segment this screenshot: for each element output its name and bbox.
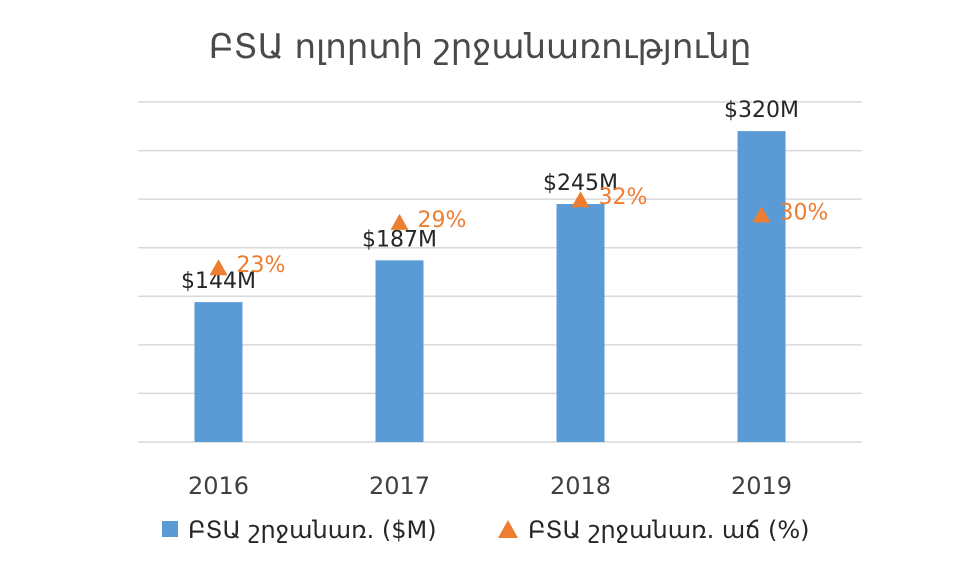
legend-bar-swatch — [162, 521, 178, 537]
bar-data-labels: $144M$187M$245M$320M — [181, 98, 799, 294]
legend: ԲՏԱ շրջանառ. ($M) ԲՏԱ շրջանառ. աճ (%) — [162, 516, 810, 544]
growth-marker-2019 — [752, 206, 771, 223]
x-axis-ticks: 2016 2017 2018 2019 — [188, 472, 792, 500]
growth-marker-2016 — [209, 259, 228, 276]
growth-label-2016: 23% — [237, 253, 286, 278]
growth-label-2017: 29% — [418, 208, 467, 233]
legend-growth-label: ԲՏԱ շրջանառ. աճ (%) — [528, 516, 810, 544]
bar-label-2017: $187M — [362, 227, 437, 252]
growth-marker-2018 — [571, 191, 590, 208]
growth-marker-2017 — [390, 213, 409, 230]
legend-bar-label: ԲՏԱ շրջանառ. ($M) — [188, 516, 437, 544]
bar-series — [194, 131, 786, 442]
bar-2016 — [194, 302, 243, 442]
growth-label-2019: 30% — [780, 200, 829, 225]
bar-label-2019: $320M — [724, 98, 799, 123]
bar-2017 — [375, 260, 424, 442]
bar-2019 — [737, 131, 786, 442]
gridlines — [138, 101, 862, 443]
legend-triangle-swatch — [498, 520, 518, 538]
growth-data-labels: 23% 29% 32% 30% — [237, 185, 829, 278]
x-tick-2016: 2016 — [188, 472, 249, 500]
chart-title: ԲՏԱ ոլորտի շրջանառությունը — [209, 27, 752, 67]
x-tick-2019: 2019 — [731, 472, 792, 500]
growth-markers — [209, 191, 771, 276]
x-tick-2017: 2017 — [369, 472, 430, 500]
growth-label-2018: 32% — [599, 185, 648, 210]
x-tick-2018: 2018 — [550, 472, 611, 500]
bar-2018 — [556, 204, 605, 442]
